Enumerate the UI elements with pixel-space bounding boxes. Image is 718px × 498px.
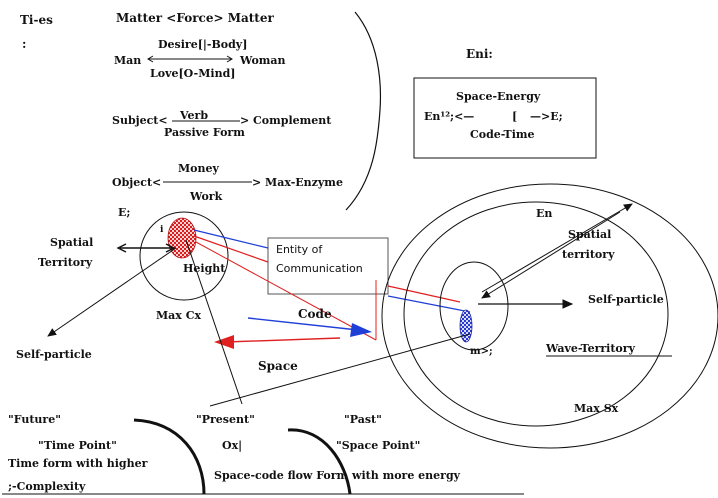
right-spatial: Spatial bbox=[568, 228, 611, 241]
red-link-line bbox=[193, 235, 461, 303]
entity-line1: Entity of bbox=[276, 243, 323, 256]
ties-row2-left: Man bbox=[114, 54, 141, 67]
ties-row3-top: Verb bbox=[179, 109, 208, 122]
ties-row4-top: Money bbox=[178, 162, 220, 175]
left-spatial-arrowheads bbox=[116, 243, 176, 253]
entity-line2: Communication bbox=[276, 262, 363, 275]
timeline-future: "Future" bbox=[8, 413, 61, 426]
right-diag-arrow-up bbox=[481, 203, 633, 293]
left-self-particle: Self-particle bbox=[16, 348, 92, 361]
left-node-circle bbox=[139, 211, 229, 301]
right-mid-ellipse bbox=[403, 201, 669, 427]
flow-code-label: Code bbox=[298, 307, 332, 321]
ties-row4-left: Object< bbox=[112, 176, 161, 189]
ties-row3-left: Subject< bbox=[112, 114, 168, 127]
ties-heading: Ti-es bbox=[20, 13, 53, 27]
eni-top: Space-Energy bbox=[456, 90, 541, 103]
timeline-space-point: "Space Point" bbox=[336, 439, 420, 452]
ties-row1: Matter <Force> Matter bbox=[116, 11, 274, 25]
timeline-past: "Past" bbox=[344, 413, 382, 426]
timeline-complexity: ;-Complexity bbox=[8, 480, 86, 493]
left-territory: Territory bbox=[38, 256, 93, 269]
right-en-label: En bbox=[536, 207, 552, 220]
ties-colon: : bbox=[22, 37, 26, 51]
flow-space-label: Space bbox=[258, 359, 298, 373]
eni-box bbox=[413, 77, 597, 159]
ties-row4-bottom: Work bbox=[189, 190, 223, 203]
right-outer-ellipse bbox=[381, 183, 718, 449]
entity-box bbox=[267, 237, 389, 295]
blue-link-line bbox=[193, 229, 471, 313]
right-wave-territory: Wave-Territory bbox=[545, 342, 636, 355]
right-diag-arrow-down bbox=[481, 211, 621, 299]
space-arrow-line bbox=[225, 337, 341, 343]
present-connector bbox=[209, 333, 471, 407]
eni-left: En¹²;<— bbox=[424, 110, 474, 123]
timeline-flow: Space-code flow Form with more energy bbox=[214, 469, 461, 482]
left-i-label: i bbox=[160, 225, 164, 235]
right-m-label: m>; bbox=[470, 346, 493, 357]
timeline-arc-2 bbox=[287, 428, 352, 495]
timeline-time-point: "Time Point" bbox=[38, 439, 117, 452]
ties-row3-right: > Complement bbox=[240, 114, 332, 127]
space-arrow-head bbox=[214, 335, 234, 349]
left-e-label: E; bbox=[118, 206, 130, 219]
eni-label: Eni: bbox=[466, 47, 493, 61]
left-node-dot bbox=[167, 217, 197, 259]
ties-row2-right: Woman bbox=[239, 54, 286, 67]
right-node-dot bbox=[459, 309, 473, 343]
right-max-sx: Max Sx bbox=[574, 402, 619, 415]
right-inner-ellipse bbox=[439, 261, 509, 351]
ties-row4-right: > Max-Enzyme bbox=[252, 176, 343, 189]
code-arrow-line bbox=[247, 317, 359, 331]
ties-brace bbox=[345, 11, 382, 211]
red-link-lower bbox=[195, 241, 377, 341]
eni-bottom: Code-Time bbox=[470, 128, 535, 141]
left-to-present-line bbox=[185, 239, 243, 405]
ties-row2-top: Desire[|-Body] bbox=[158, 38, 247, 51]
timeline-present: "Present" bbox=[196, 413, 255, 426]
ties-row2-arrowheads bbox=[147, 55, 233, 63]
timeline-ox: Ox| bbox=[222, 439, 242, 452]
right-territory: territory bbox=[562, 248, 615, 261]
right-self-particle: Self-particle bbox=[588, 293, 664, 306]
ties-row3-bottom: Passive Form bbox=[164, 126, 245, 139]
timeline-time-form: Time form with higher bbox=[8, 457, 148, 470]
left-self-particle-arrow bbox=[47, 247, 177, 337]
code-arrow-head bbox=[350, 323, 372, 337]
ties-row2-bottom: Love[O-Mind] bbox=[150, 67, 235, 80]
eni-right: —>E; bbox=[530, 110, 563, 123]
left-height: Height bbox=[183, 262, 226, 275]
timeline-arc-1 bbox=[133, 418, 206, 495]
left-spatial: Spatial bbox=[50, 236, 93, 249]
eni-mid: [ bbox=[512, 110, 517, 123]
left-max-cx: Max Cx bbox=[156, 309, 201, 322]
